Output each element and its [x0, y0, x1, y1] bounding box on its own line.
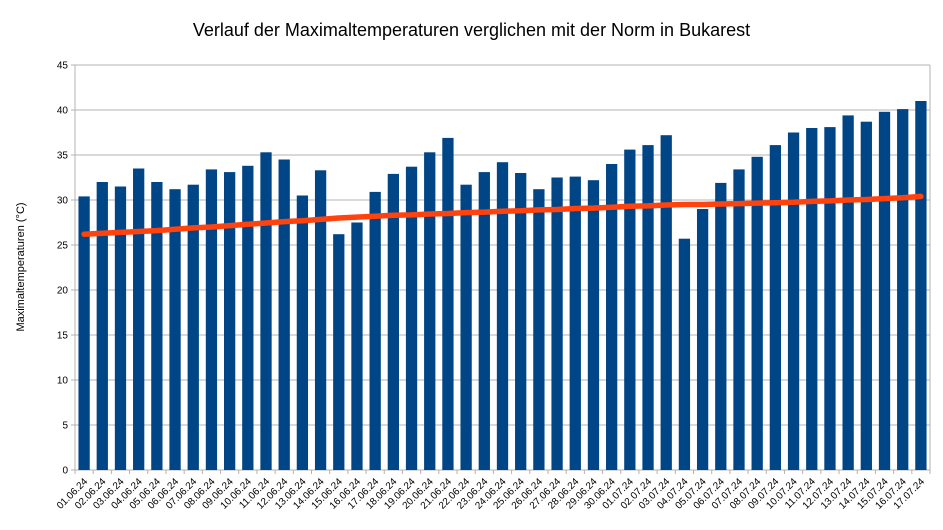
- bar-13.07.24: [842, 115, 854, 471]
- bar-28.06.24: [569, 176, 581, 470]
- bar-27.06.24: [551, 177, 563, 470]
- y-tick-label: 40: [57, 106, 69, 117]
- bar-13.06.24: [296, 195, 309, 470]
- y-tick-label: 25: [57, 241, 69, 252]
- y-tick-label: 5: [62, 421, 68, 432]
- y-tick-label: 0: [62, 466, 68, 477]
- bar-24.06.24: [496, 162, 509, 470]
- bar-09.06.24: [223, 172, 236, 470]
- y-tick-label: 15: [57, 331, 69, 342]
- bar-19.06.24: [405, 166, 418, 470]
- bar-08.06.24: [205, 169, 218, 470]
- bar-14.06.24: [314, 170, 327, 471]
- bar-16.06.24: [351, 222, 363, 470]
- y-tick-label: 45: [57, 61, 69, 72]
- bar-21.06.24: [442, 137, 454, 470]
- bar-18.06.24: [387, 173, 399, 470]
- bar-15.07.24: [878, 111, 891, 471]
- bar-07.06.24: [187, 184, 199, 470]
- bar-09.07.24: [769, 145, 782, 470]
- bar-30.06.24: [606, 164, 618, 470]
- bar-17.06.24: [369, 191, 381, 470]
- bar-16.07.24: [897, 109, 909, 470]
- bar-03.07.24: [660, 135, 672, 470]
- bar-01.07.24: [624, 149, 636, 470]
- bar-22.06.24: [460, 184, 472, 470]
- bar-29.06.24: [587, 180, 600, 470]
- bar-11.06.24: [260, 152, 272, 471]
- bar-02.07.24: [642, 145, 654, 470]
- y-tick-label: 30: [57, 196, 69, 207]
- y-tick-label: 10: [57, 376, 69, 387]
- bar-07.07.24: [733, 169, 745, 470]
- bar-06.07.24: [715, 182, 727, 470]
- bar-25.06.24: [515, 173, 527, 470]
- bar-06.06.24: [169, 189, 181, 470]
- bar-05.07.24: [696, 209, 709, 470]
- bar-23.06.24: [478, 172, 490, 470]
- bar-03.06.24: [114, 186, 127, 470]
- bar-08.07.24: [751, 156, 763, 471]
- bar-04.06.24: [133, 168, 145, 470]
- bar-12.07.24: [824, 127, 836, 470]
- y-tick-label: 35: [57, 151, 69, 162]
- bar-15.06.24: [333, 234, 345, 470]
- bar-12.06.24: [278, 159, 290, 470]
- bar-17.07.24: [915, 101, 927, 470]
- bar-10.07.24: [787, 132, 800, 470]
- y-axis-title: Maximaltemperaturen (°C): [15, 202, 27, 332]
- bar-26.06.24: [533, 189, 545, 470]
- bar-14.07.24: [860, 121, 872, 470]
- bar-02.06.24: [96, 182, 108, 470]
- bar-10.06.24: [242, 165, 254, 471]
- bar-01.06.24: [78, 196, 90, 470]
- bar-11.07.24: [806, 128, 818, 470]
- bar-05.06.24: [151, 182, 163, 470]
- bar-04.07.24: [678, 238, 691, 470]
- bar-20.06.24: [424, 152, 436, 471]
- y-tick-label: 20: [57, 286, 69, 297]
- norm-line: [81, 193, 924, 237]
- chart-title: Verlauf der Maximaltemperaturen verglich…: [192, 20, 751, 40]
